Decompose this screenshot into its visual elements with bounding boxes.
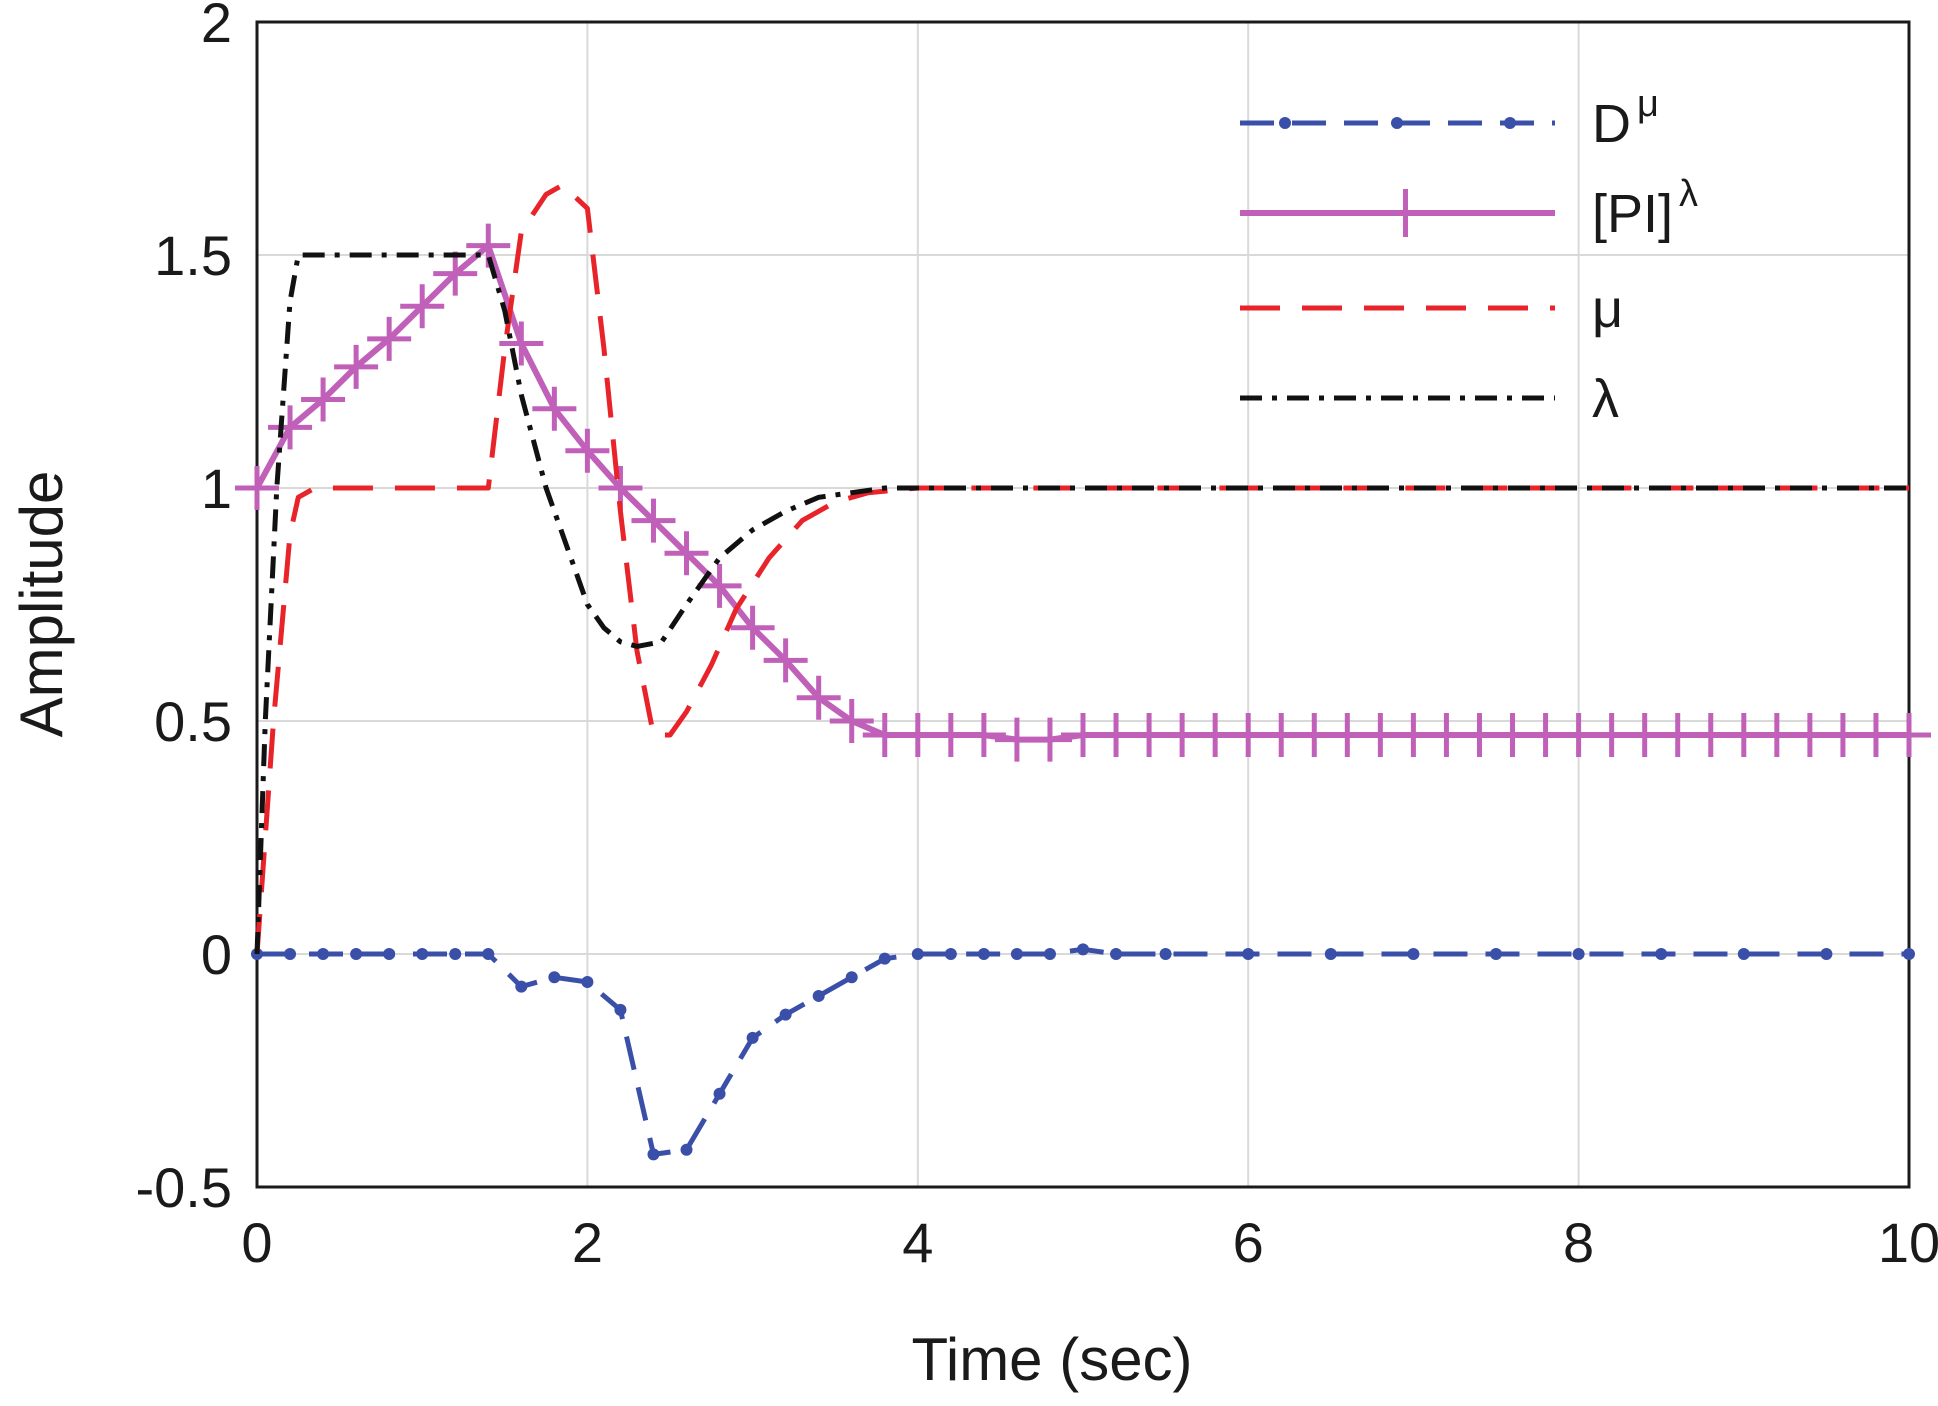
plot-frame <box>255 20 1911 1189</box>
data-point <box>416 948 429 960</box>
series-2 <box>254 182 1909 955</box>
series-line <box>254 182 1909 955</box>
data-point <box>977 948 990 960</box>
data-point <box>1027 717 1072 762</box>
y-tick-labels: -0.5 0 0.5 1 1.5 2 <box>136 0 233 1219</box>
series-line <box>254 252 1909 955</box>
x-tick-label: 0 <box>241 1211 272 1274</box>
data-point <box>961 712 1006 757</box>
legend-label: μ <box>1592 279 1623 339</box>
legend-marker <box>1504 117 1516 129</box>
data-point <box>697 563 742 608</box>
data-point <box>334 344 379 389</box>
data-point <box>1887 712 1931 757</box>
legend-label: [PI] λ <box>1592 173 1698 244</box>
y-tick-label: 2 <box>201 0 232 54</box>
data-point <box>796 675 841 720</box>
series-line <box>257 946 1909 1157</box>
legend-marker <box>1279 117 1291 129</box>
legend-item: [PI] λ <box>1240 173 1698 244</box>
data-point <box>301 377 346 422</box>
x-tick-label: 8 <box>1563 1211 1594 1274</box>
y-tick-label: 1 <box>201 457 232 520</box>
data-point <box>1655 948 1668 960</box>
data-point <box>565 428 610 473</box>
data-point <box>746 1031 759 1044</box>
data-point <box>1043 948 1056 960</box>
data-point <box>1077 943 1089 956</box>
y-tick-label: 1.5 <box>154 224 232 287</box>
series-3 <box>254 252 1909 955</box>
data-point <box>911 948 924 960</box>
data-point <box>1572 948 1585 960</box>
data-point <box>631 498 676 543</box>
data-point <box>449 948 462 960</box>
y-tick-label: 0.5 <box>154 690 232 753</box>
data-point <box>235 466 279 510</box>
data-point <box>499 321 544 366</box>
data-point <box>1110 948 1123 960</box>
data-point <box>317 948 330 960</box>
data-point <box>713 1087 726 1100</box>
legend-marker <box>1391 117 1403 129</box>
legend-label: λ <box>1592 369 1619 429</box>
data-point <box>284 948 297 960</box>
data-point <box>400 284 445 329</box>
data-point <box>614 1003 627 1016</box>
data-point <box>730 605 775 650</box>
data-point <box>944 948 957 960</box>
y-axis-title: Amplitude <box>8 471 75 738</box>
data-point <box>812 989 825 1002</box>
x-tick-label: 4 <box>902 1211 933 1274</box>
data-point <box>1820 948 1833 960</box>
data-point <box>779 1008 792 1021</box>
x-axis-title: Time (sec) <box>911 1326 1192 1393</box>
y-tick-label: 0 <box>201 923 232 986</box>
data-point <box>763 638 808 683</box>
data-point <box>350 948 363 960</box>
x-tick-label: 10 <box>1878 1211 1938 1274</box>
data-point <box>1407 948 1420 960</box>
x-tick-label: 2 <box>572 1211 603 1274</box>
data-point <box>1903 948 1915 960</box>
y-tick-label: -0.5 <box>136 1156 233 1219</box>
data-point <box>515 980 528 993</box>
data-point <box>433 251 478 296</box>
data-point <box>532 386 577 431</box>
data-point <box>664 531 709 576</box>
data-point <box>878 952 891 965</box>
data-point <box>383 948 396 960</box>
x-tick-label: 6 <box>1233 1211 1264 1274</box>
data-point <box>268 405 313 450</box>
data-point <box>829 699 874 743</box>
data-point <box>1010 948 1023 960</box>
series-1 <box>235 223 1931 762</box>
data-point <box>1490 948 1502 960</box>
data-point <box>680 1143 693 1156</box>
legend-item: λ <box>1240 369 1619 429</box>
legend-item: μ <box>1240 279 1623 339</box>
data-point <box>482 948 495 960</box>
data-point <box>1242 948 1255 960</box>
data-point <box>548 971 561 984</box>
data-point <box>845 971 858 984</box>
series-layer <box>235 182 1931 1161</box>
data-point <box>367 316 412 361</box>
data-point <box>1159 948 1172 960</box>
data-point <box>647 1148 660 1161</box>
data-point <box>1324 948 1337 960</box>
legend-marker <box>1381 189 1430 237</box>
data-point <box>1737 948 1750 960</box>
data-point <box>581 975 594 988</box>
series-0 <box>251 943 1915 1161</box>
x-tick-labels: 0 2 4 6 8 10 <box>241 1211 1938 1274</box>
